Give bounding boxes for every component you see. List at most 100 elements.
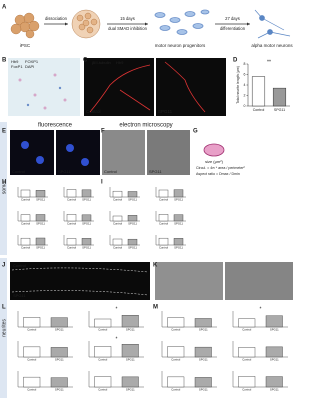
y-tick-label: 4 [244,83,246,87]
mini-category: SPG11 [126,328,135,332]
significance: * [260,306,262,312]
mini-category: SPG11 [174,198,183,202]
mini-bar [194,346,212,358]
significance: * [116,336,118,342]
mini-bar [121,344,139,358]
mini-bar [265,346,283,358]
arrow-label: 27 days [225,16,240,21]
significance: ** [267,59,271,65]
em-k1 [155,262,223,300]
mini-category: SPG11 [270,358,279,362]
y-axis-label: Total neurite length (μm) [236,66,240,104]
mini-category: Control [159,222,168,226]
mini-category: Control [27,358,36,362]
motor-neurons [254,9,291,39]
mini-category: Control [98,358,107,362]
mini-bar [173,238,184,246]
mini-category: Control [67,198,76,202]
panel-letter: H [2,180,6,186]
mini-category: SPG11 [128,198,137,202]
x-tick-label: SPG11 [274,108,285,112]
formula: Aspect ratio = Dmax / Dmin [196,172,240,176]
g-label: size (μm²) [205,159,224,164]
mini-bar [35,237,46,246]
panel-letter: F [101,129,105,135]
mini-bar [81,214,92,222]
stain-label: Hb9 [116,60,124,65]
mini-category: Control [171,358,180,362]
mini-category: Control [113,246,122,250]
mini-bar [238,376,256,388]
section-label: neurites [1,319,7,337]
mini-category: Control [98,328,107,332]
mini-category: Control [113,222,122,226]
mini-bar [50,377,68,388]
mini-category: SPG11 [36,222,45,226]
mini-category: SPG11 [126,388,135,392]
mini-bar [112,238,123,246]
panel-letter: I [101,180,103,186]
mini-bar [112,215,123,222]
panel-letter: E [2,129,6,135]
mini-category: Control [27,328,36,332]
mini-bar [66,189,77,198]
arrow-head [145,22,148,26]
image-e2 [56,130,100,175]
condition-label: SPG11 [13,293,26,298]
image-c-control [84,58,154,116]
mitochondrion [203,143,225,157]
mini-category: Control [98,388,107,392]
mini-category: SPG11 [55,358,64,362]
mini-category: Control [113,198,122,202]
mini-bar [81,238,92,246]
panel-letter: K [153,263,158,269]
panel-letter: M [153,305,158,311]
neurites-strip [0,258,7,398]
mini-bar [23,317,41,328]
mini-category: Control [21,246,30,250]
image-c-spg11 [156,58,226,116]
mini-bar [238,347,256,358]
mini-bar [265,376,283,388]
mini-bar [173,214,184,222]
mini-bar [23,346,41,358]
mini-category: Control [242,388,251,392]
arrow-label: dual SMAD inhibition [108,26,148,31]
image-b [8,58,80,116]
mini-bar [20,237,31,246]
condition-label: Control [104,169,117,174]
mini-category: Control [27,388,36,392]
mini-category: SPG11 [82,222,91,226]
mini-category: Control [171,388,180,392]
mini-category: SPG11 [128,246,137,250]
mini-category: Control [159,198,168,202]
section-label: soma [1,182,7,194]
mini-bar [167,376,185,388]
mini-bar [194,318,212,328]
arrow-head [247,22,250,26]
panel-letter: G [193,129,198,135]
section-title: electron microscopy [119,123,172,129]
mini-category: Control [67,222,76,226]
panel-letter: C [83,58,88,64]
mini-bar [127,238,138,246]
step-label: iPSC [20,43,31,48]
mini-category: SPG11 [174,246,183,250]
y-tick-label: 8 [244,62,246,66]
soma-strip [0,122,7,255]
mini-category: SPG11 [270,328,279,332]
panel-letter: A [2,5,7,11]
panel-letter: L [2,305,6,311]
mini-category: Control [67,246,76,250]
x-tick-label: Control [253,108,265,112]
bar [251,76,266,107]
mini-bar [50,317,68,328]
mini-category: Control [171,328,180,332]
step-label: alpha motor neurons [251,43,293,48]
mini-bar [158,189,169,198]
neurites-c [89,64,151,113]
mini-category: SPG11 [82,198,91,202]
condition-label: SPG11 [58,169,71,174]
ipsc-cells [10,12,40,39]
progenitors [154,9,210,35]
